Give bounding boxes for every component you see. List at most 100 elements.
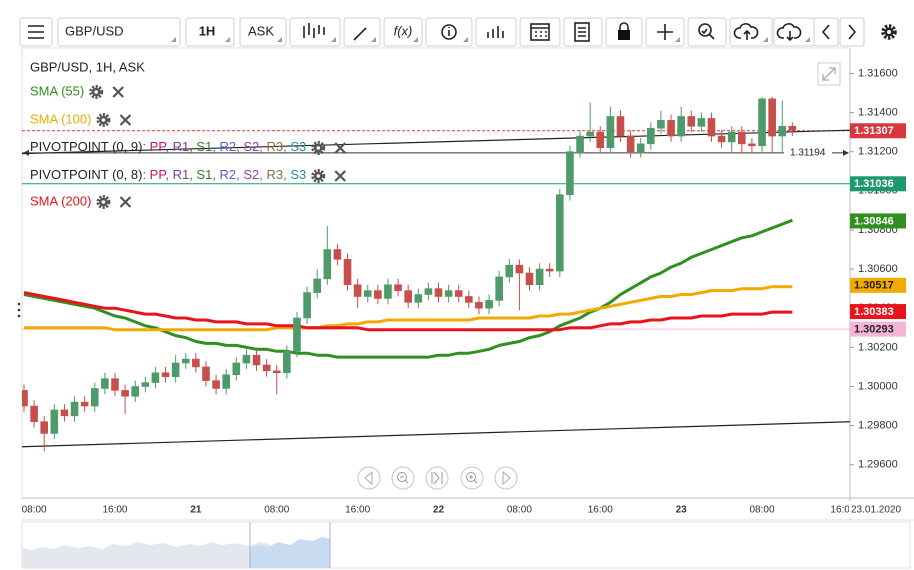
nav-zoom-in[interactable] xyxy=(460,466,484,490)
candle-body xyxy=(353,284,362,297)
report-button[interactable] xyxy=(563,17,603,47)
candle-body xyxy=(657,120,665,129)
candle-body xyxy=(687,116,696,127)
nav-buttons xyxy=(357,466,518,490)
y-tick-label: 1.30600 xyxy=(858,263,898,275)
nav-zoom-out[interactable] xyxy=(391,466,415,490)
candle-body xyxy=(161,372,170,377)
settings-icon[interactable] xyxy=(311,141,326,155)
axis-layer: 1.296001.298001.300001.302001.304001.306… xyxy=(22,67,911,518)
settings-icon[interactable] xyxy=(311,169,326,183)
symbol-select[interactable]: GBP/USD xyxy=(57,17,181,47)
zoom-button[interactable] xyxy=(687,17,727,47)
price-badge xyxy=(850,321,906,337)
legend-icons xyxy=(89,85,124,99)
price-badge-label: 1.30293 xyxy=(854,324,894,336)
lock-button[interactable] xyxy=(605,17,643,47)
pivot-line-label: 1.31194 xyxy=(790,148,826,159)
candle-body xyxy=(707,118,716,137)
timeframe: 1H xyxy=(199,23,216,38)
scroll-right-button[interactable] xyxy=(839,17,865,47)
indicators-button[interactable]: f(x) xyxy=(383,17,423,47)
candle-body xyxy=(40,421,49,434)
gear-teeth xyxy=(96,195,111,209)
volume-button[interactable] xyxy=(475,17,517,47)
symbol: GBP/USD xyxy=(65,23,124,38)
candle-body xyxy=(667,120,675,137)
candle-body xyxy=(252,354,261,366)
overview[interactable] xyxy=(21,521,911,569)
candle-body xyxy=(727,131,736,143)
price-badge-label: 1.30517 xyxy=(854,280,894,292)
candle-body xyxy=(202,366,210,381)
close-icon[interactable] xyxy=(119,196,132,208)
candle-body xyxy=(70,401,79,417)
y-tick-label: 1.31600 xyxy=(858,67,898,79)
candle-body xyxy=(505,264,514,278)
expand-button[interactable] xyxy=(817,62,841,86)
upload-button[interactable] xyxy=(729,17,773,47)
timeframe-select[interactable]: 1H xyxy=(185,17,235,47)
legend-icons xyxy=(311,141,347,155)
x-tick-label: 08:00 xyxy=(22,505,47,516)
calendar-button[interactable] xyxy=(519,17,561,47)
sma-line xyxy=(24,285,793,332)
price-type-select[interactable]: ASK xyxy=(239,17,287,47)
close-icon[interactable] xyxy=(334,170,347,182)
price-badge-label: 1.30383 xyxy=(854,306,894,318)
candle-body xyxy=(788,125,797,131)
plot-layer: 1.31194 xyxy=(22,96,850,452)
settings-icon[interactable] xyxy=(96,113,111,127)
price-type: ASK xyxy=(248,23,274,38)
candle-body xyxy=(283,350,291,374)
candle-body xyxy=(545,268,554,272)
draw-button[interactable] xyxy=(343,17,381,47)
settings-icon[interactable] xyxy=(96,195,111,209)
close-icon[interactable] xyxy=(119,114,132,126)
candle-body xyxy=(323,249,332,280)
candle-body xyxy=(778,125,787,137)
settings-button[interactable] xyxy=(872,18,906,46)
function-label: f(x) xyxy=(394,23,413,38)
candle-body xyxy=(50,409,59,434)
close-icon[interactable] xyxy=(112,86,124,98)
plot-area xyxy=(21,47,851,499)
legend-entry: SMA (55) xyxy=(30,83,84,98)
candle-body xyxy=(434,288,443,297)
candle-body xyxy=(181,358,190,364)
scroll-left-button[interactable] xyxy=(813,17,839,47)
nav-reset[interactable] xyxy=(425,466,449,490)
candle-body xyxy=(414,294,423,303)
candle-body xyxy=(343,259,352,286)
crosshair-button[interactable] xyxy=(645,17,685,47)
close-icon[interactable] xyxy=(334,142,347,154)
download-button[interactable] xyxy=(773,17,815,47)
settings-icon[interactable] xyxy=(89,85,104,99)
x-tick-label: 16:00 xyxy=(345,505,370,516)
legend-icons xyxy=(96,195,132,209)
candle-body xyxy=(404,290,412,303)
chart-type-button[interactable] xyxy=(289,17,341,47)
candle-body xyxy=(525,272,534,286)
pivot-level: : PP xyxy=(142,167,166,182)
candle-body xyxy=(121,390,129,397)
price-badge xyxy=(850,304,906,320)
nav-back[interactable] xyxy=(357,466,381,490)
candle-body xyxy=(636,143,645,152)
candle-body xyxy=(606,116,615,149)
pivot-level: , S1 xyxy=(189,139,212,154)
pivot-level: , S2 xyxy=(236,167,259,182)
y-tick-label: 1.29800 xyxy=(858,420,898,432)
candle-body xyxy=(111,378,119,391)
gear-hole xyxy=(101,200,106,204)
menu-button[interactable] xyxy=(19,17,53,47)
y-tick-label: 1.31400 xyxy=(858,106,898,118)
pivot-level: , R1 xyxy=(165,139,189,154)
info-button[interactable] xyxy=(425,17,473,47)
pivot-legend: PIVOTPOINT (0, 9): PP, R1, S1, R2, S2, R… xyxy=(30,139,306,154)
nav-forward[interactable] xyxy=(494,466,518,490)
candle-body xyxy=(262,364,271,372)
toolbar: GBP/USD 1H ASK f(x) xyxy=(0,0,914,50)
side-handle[interactable] xyxy=(17,302,21,318)
